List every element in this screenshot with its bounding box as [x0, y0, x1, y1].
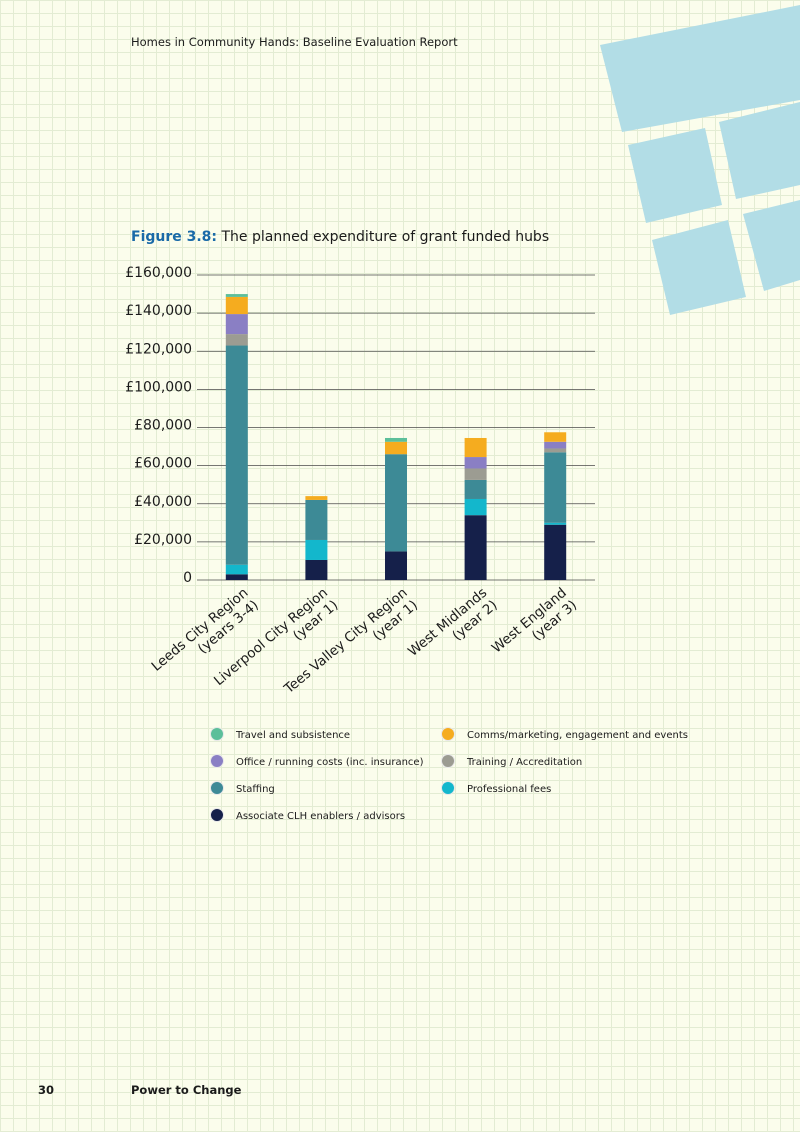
running-header: Homes in Community Hands: Baseline Evalu…	[131, 35, 458, 49]
y-tick-label: £120,000	[125, 341, 192, 357]
bar-segment	[385, 441, 407, 455]
bar-segment	[305, 539, 328, 560]
bar-segment	[544, 448, 567, 453]
legend-swatch	[441, 781, 455, 795]
bar-segment	[225, 574, 248, 580]
y-tick-label: £80,000	[134, 418, 192, 434]
figure-label: Figure 3.8:	[131, 229, 217, 245]
bar-segment	[225, 564, 248, 575]
legend-label: Training / Accreditation	[466, 757, 582, 768]
bar-segment	[464, 479, 487, 499]
bar-segment	[385, 437, 407, 442]
bar-segment	[385, 454, 407, 552]
legend-label: Travel and subsistence	[235, 730, 350, 741]
bar-segment	[544, 522, 567, 525]
bar-segment	[225, 294, 248, 297]
bar-segment	[464, 457, 487, 469]
bar-segment	[464, 437, 487, 458]
legend-swatch	[441, 727, 455, 741]
bar-segment	[544, 524, 567, 580]
bar-segment	[544, 452, 567, 523]
decoration	[600, 5, 800, 315]
legend-swatch	[441, 754, 455, 768]
legend-swatch	[210, 781, 224, 795]
bar-segment	[385, 551, 407, 580]
x-tick-label: Leeds City Region(years 3-4)	[149, 585, 262, 687]
y-tick-label: £20,000	[134, 532, 192, 548]
figure-caption: Figure 3.8: The planned expenditure of g…	[131, 229, 549, 245]
legend-label: Comms/marketing, engagement and events	[467, 730, 688, 741]
bar-segment	[464, 468, 487, 480]
legend-swatch	[210, 754, 224, 768]
y-tick-label: £140,000	[125, 303, 192, 319]
legend-swatch	[210, 808, 224, 822]
x-tick-label: West England(year 3)	[489, 585, 580, 669]
y-tick-label: £100,000	[125, 379, 192, 395]
y-tick-label: £160,000	[125, 265, 192, 281]
legend-label: Office / running costs (inc. insurance)	[236, 757, 424, 768]
bar-segment	[544, 441, 567, 449]
y-tick-label: 0	[183, 570, 192, 586]
bar-segment	[305, 559, 328, 580]
bar-segment	[225, 296, 248, 315]
y-tick-label: £40,000	[134, 494, 192, 510]
bar-segment	[225, 334, 248, 346]
bar-segment	[225, 314, 248, 335]
legend-label: Professional fees	[467, 784, 551, 795]
bar-segment	[464, 498, 487, 516]
legend-label: Associate CLH enablers / advisors	[236, 811, 405, 822]
bar-segment	[464, 515, 487, 580]
y-tick-label: £60,000	[134, 456, 192, 472]
legend-label: Staffing	[236, 784, 275, 795]
legend-swatch	[210, 727, 224, 741]
x-tick-label: West Midlands(year 2)	[405, 585, 500, 672]
publisher: Power to Change	[131, 1083, 242, 1097]
bar-segment	[305, 496, 328, 500]
bar-segment	[225, 345, 248, 565]
figure-title: The planned expenditure of grant funded …	[220, 229, 549, 245]
bar-segment	[544, 432, 567, 442]
page-number: 30	[38, 1083, 55, 1097]
bar-segment	[305, 499, 328, 540]
